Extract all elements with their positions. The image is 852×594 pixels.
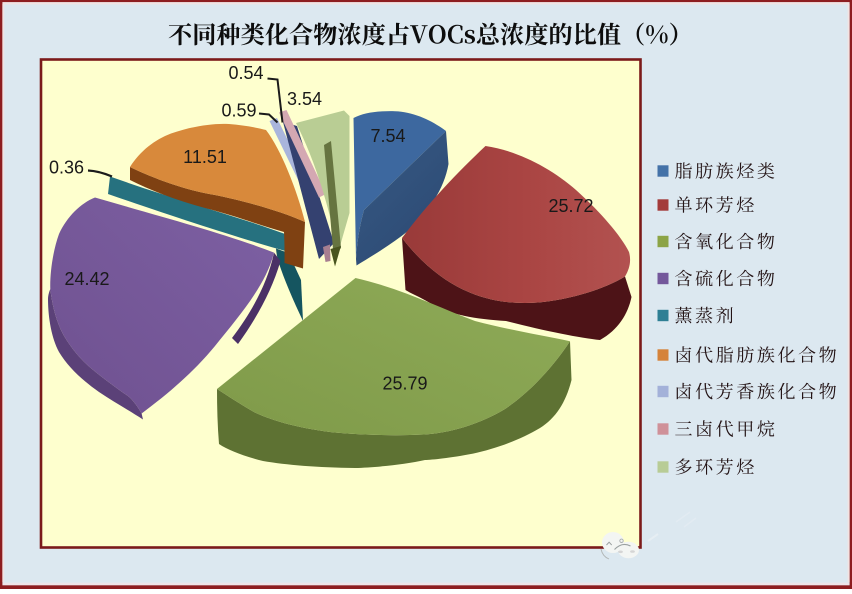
svg-text:11.51: 11.51 [183, 147, 227, 167]
svg-text:0.54: 0.54 [228, 63, 263, 83]
svg-text:25.72: 25.72 [548, 196, 593, 216]
svg-text:3.54: 3.54 [287, 89, 322, 109]
svg-text:0.36: 0.36 [49, 158, 84, 178]
svg-text:25.79: 25.79 [382, 374, 427, 394]
svg-text:24.42: 24.42 [64, 269, 109, 289]
svg-text:7.54: 7.54 [370, 126, 405, 146]
svg-text:0.59: 0.59 [221, 101, 256, 121]
